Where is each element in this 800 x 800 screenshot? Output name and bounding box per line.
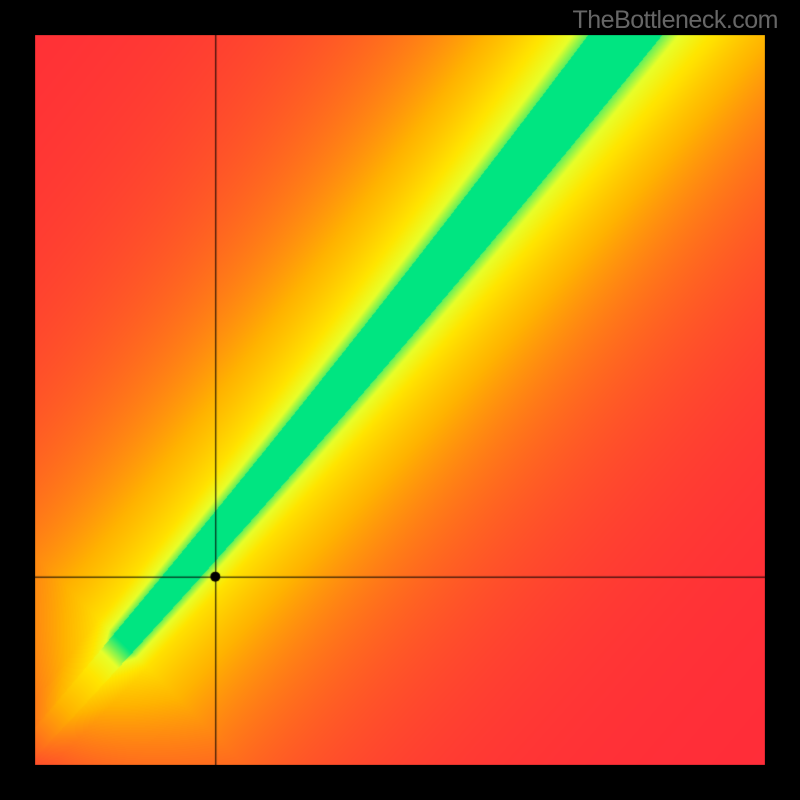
plot-frame xyxy=(0,0,800,800)
watermark-text: TheBottleneck.com xyxy=(573,6,779,35)
